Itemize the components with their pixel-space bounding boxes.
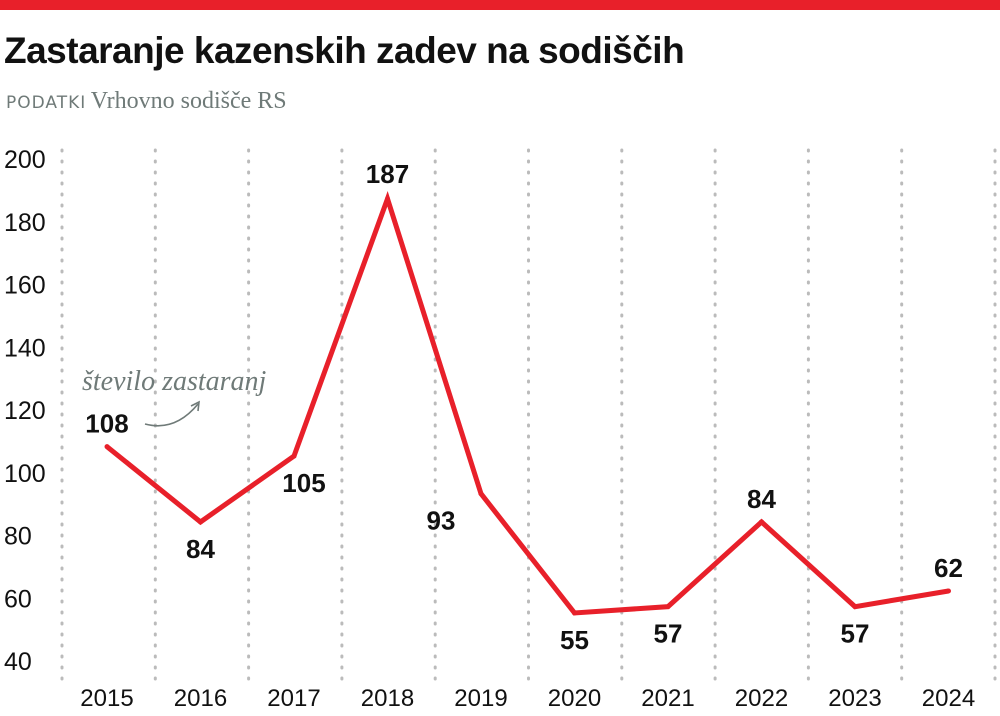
data-point bbox=[946, 588, 951, 594]
source-label: PODATKI bbox=[6, 93, 87, 113]
data-point bbox=[385, 196, 390, 202]
data-line bbox=[105, 191, 949, 616]
x-tick-label: 2015 bbox=[80, 685, 133, 712]
annotation-arrow bbox=[144, 403, 199, 427]
data-point bbox=[572, 610, 577, 616]
x-tick-label: 2016 bbox=[174, 685, 227, 712]
data-label: 62 bbox=[934, 553, 963, 583]
data-label: 57 bbox=[654, 619, 683, 649]
data-point bbox=[759, 519, 764, 525]
data-point bbox=[291, 453, 297, 459]
data-label: 84 bbox=[186, 534, 215, 564]
x-tick-label: 2024 bbox=[922, 685, 975, 712]
chart-title: Zastaranje kazenskih zadev na sodiščih bbox=[4, 30, 685, 71]
data-point bbox=[104, 444, 110, 450]
annotation-text: število zastaranj bbox=[82, 366, 267, 397]
data-label: 187 bbox=[366, 159, 409, 189]
y-tick-label: 120 bbox=[4, 397, 46, 425]
y-tick-label: 40 bbox=[4, 648, 32, 676]
data-point bbox=[665, 604, 671, 610]
x-tick-label: 2019 bbox=[454, 685, 507, 712]
source-text: Vrhovno sodišče RS bbox=[90, 88, 287, 114]
data-label: 93 bbox=[427, 506, 456, 536]
y-tick-label: 180 bbox=[4, 209, 46, 237]
x-tick-label: 2021 bbox=[641, 685, 694, 712]
y-tick-label: 160 bbox=[4, 272, 46, 300]
top-accent-bar bbox=[0, 0, 1000, 10]
x-tick-label: 2022 bbox=[735, 685, 788, 712]
y-tick-label: 80 bbox=[4, 523, 32, 551]
data-label: 84 bbox=[747, 484, 776, 514]
y-tick-label: 140 bbox=[4, 334, 46, 362]
arrowhead-icon bbox=[190, 400, 200, 412]
data-label: 55 bbox=[560, 625, 589, 655]
data-label: 57 bbox=[841, 619, 870, 649]
data-label: 105 bbox=[282, 468, 325, 498]
x-tick-label: 2017 bbox=[267, 685, 320, 712]
y-tick-label: 60 bbox=[4, 585, 32, 613]
source-line: PODATKI Vrhovno sodišče RS bbox=[6, 88, 287, 115]
x-tick-label: 2018 bbox=[361, 685, 414, 712]
y-tick-label: 200 bbox=[4, 146, 46, 174]
data-point bbox=[852, 604, 858, 610]
data-label: 108 bbox=[85, 409, 128, 439]
y-tick-label: 100 bbox=[4, 460, 46, 488]
x-tick-label: 2020 bbox=[548, 685, 601, 712]
data-point bbox=[198, 519, 203, 525]
data-point bbox=[478, 491, 484, 497]
x-tick-label: 2023 bbox=[828, 685, 881, 712]
